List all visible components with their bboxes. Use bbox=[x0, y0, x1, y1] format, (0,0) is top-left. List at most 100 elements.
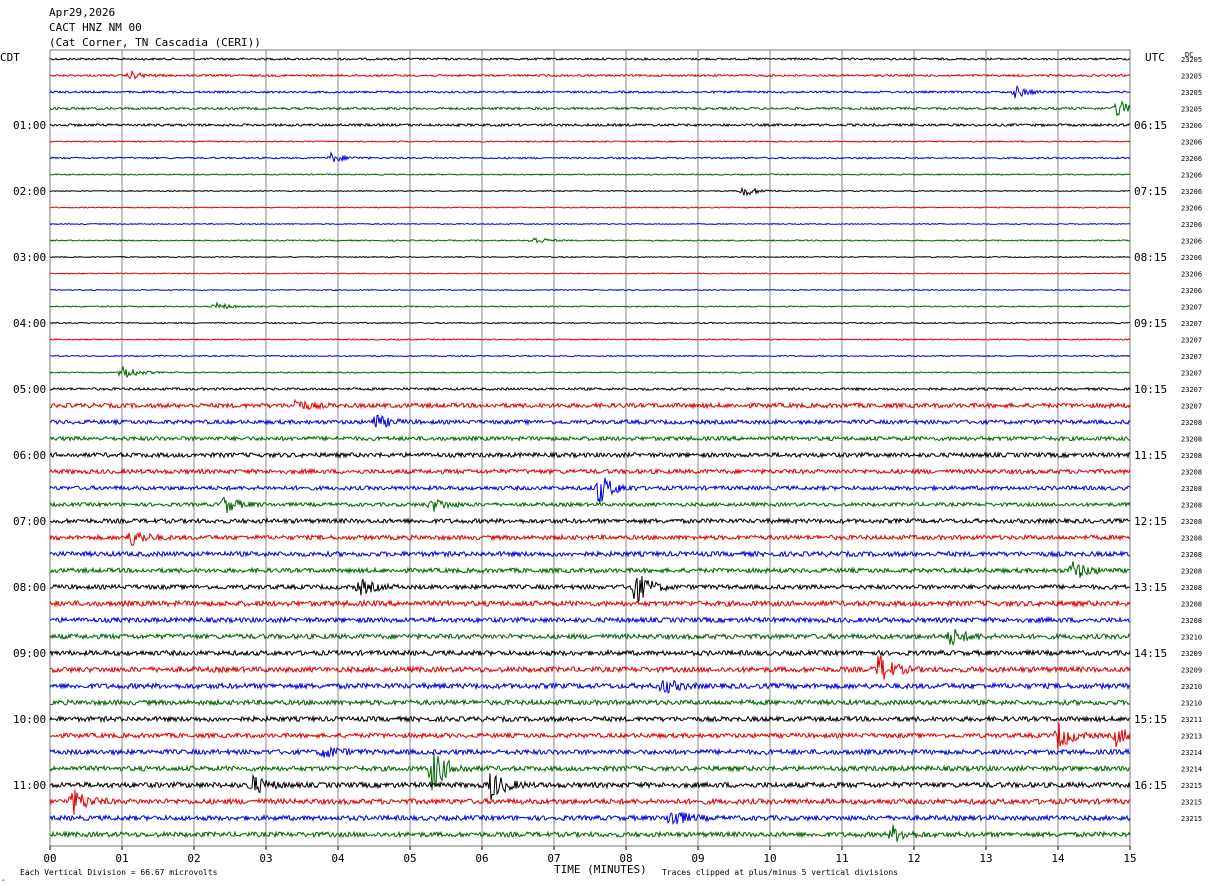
trace-line bbox=[49, 467, 1131, 476]
minute-tick-label: 04 bbox=[331, 852, 345, 865]
trace-line bbox=[49, 575, 1131, 604]
trace-line bbox=[49, 561, 1131, 578]
utc-hour-labels: 06:15 07:15 08:15 09:15 10:15 11:15 12:15 13:15… bbox=[1134, 119, 1167, 792]
station-label: CACT HNZ NM 00 bbox=[49, 21, 142, 34]
utc-hour-label: 07:15 bbox=[1134, 185, 1167, 198]
dc-offset-label: 23208 bbox=[1181, 551, 1202, 559]
trace-line bbox=[49, 288, 1131, 292]
cdt-hour-label: 04:00 bbox=[13, 317, 46, 330]
dc-offset-label: 23215 bbox=[1181, 782, 1202, 790]
trace-line bbox=[49, 237, 1130, 244]
cdt-hour-label: 08:00 bbox=[13, 581, 46, 594]
dc-offset-label: 23206 bbox=[1181, 271, 1202, 279]
cdt-hour-label: 07:00 bbox=[13, 515, 46, 528]
dc-offset-label: 23208 bbox=[1181, 485, 1202, 493]
trace-line bbox=[49, 321, 1131, 325]
cdt-hour-labels: 01:00 02:00 03:00 04:00 05:00 06:00 07:00 08:00… bbox=[13, 119, 46, 792]
trace-line bbox=[49, 598, 1131, 609]
utc-hour-label: 13:15 bbox=[1134, 581, 1167, 594]
minute-tick-label: 07 bbox=[547, 852, 560, 865]
minute-tick-label: 15 bbox=[1123, 852, 1136, 865]
cdt-hour-label: 05:00 bbox=[13, 383, 46, 396]
trace-line bbox=[49, 549, 1131, 559]
dc-offset-label: 23205 bbox=[1181, 89, 1202, 97]
trace-line bbox=[49, 272, 1131, 275]
trace-line bbox=[49, 648, 1131, 658]
trace-line bbox=[49, 824, 1131, 842]
dc-offset-label: 23215 bbox=[1181, 799, 1202, 807]
location-label: (Cat Corner, TN Cascadia (CERI)) bbox=[49, 36, 261, 49]
trace-line bbox=[49, 714, 1131, 724]
minute-tick-label: 01 bbox=[115, 852, 128, 865]
cdt-label: CDT bbox=[0, 51, 20, 64]
dc-offset-label: 23215 bbox=[1181, 815, 1202, 823]
corner-mark: ‸ bbox=[2, 872, 5, 881]
dc-offset-label: 23206 bbox=[1181, 155, 1202, 163]
trace-line bbox=[49, 222, 1131, 226]
minute-tick-label: 12 bbox=[907, 852, 920, 865]
cdt-hour-label: 10:00 bbox=[13, 713, 46, 726]
trace-line bbox=[49, 56, 1131, 61]
dc-offset-label: 23208 bbox=[1181, 452, 1202, 460]
trace-line bbox=[49, 206, 1131, 209]
plot-header: Apr29,2026 CACT HNZ NM 00 (Cat Corner, T… bbox=[49, 5, 261, 50]
dc-offset-label: 23208 bbox=[1181, 502, 1202, 510]
minute-tick-label: 11 bbox=[835, 852, 848, 865]
cdt-hour-label: 11:00 bbox=[13, 779, 46, 792]
trace-line bbox=[49, 386, 1131, 392]
trace-line bbox=[49, 338, 1131, 341]
dc-offset-label: 23208 bbox=[1181, 568, 1202, 576]
minute-tick-label: 08 bbox=[619, 852, 632, 865]
time-grid bbox=[49, 49, 1131, 847]
trace-line bbox=[49, 628, 1131, 646]
trace-line bbox=[49, 773, 1131, 801]
trace-line bbox=[49, 531, 1131, 546]
utc-label: UTC bbox=[1145, 51, 1165, 64]
dc-offset-label: 23207 bbox=[1181, 337, 1202, 345]
cdt-hour-label: 02:00 bbox=[13, 185, 46, 198]
utc-hour-label: 10:15 bbox=[1134, 383, 1167, 396]
dc-offset-label: 23209 bbox=[1181, 650, 1202, 658]
minute-tick-label: 06 bbox=[475, 852, 488, 865]
dc-offset-label: 23206 bbox=[1181, 188, 1202, 196]
trace-line bbox=[49, 100, 1131, 117]
dc-offset-label: 23206 bbox=[1181, 254, 1202, 262]
trace-line bbox=[49, 789, 1131, 815]
minute-tick-label: 13 bbox=[979, 852, 992, 865]
trace-line bbox=[49, 354, 1131, 358]
dc-offset-label: 23205 bbox=[1181, 73, 1202, 81]
trace-line bbox=[49, 722, 1131, 751]
date-label: Apr29,2026 bbox=[49, 6, 116, 19]
minute-tick-label: 02 bbox=[187, 852, 200, 865]
dc-offset-label: 23210 bbox=[1181, 683, 1202, 691]
minute-tick-label: 05 bbox=[403, 852, 416, 865]
dc-offset-label: 23208 bbox=[1181, 601, 1202, 609]
cdt-hour-label: 03:00 bbox=[13, 251, 46, 264]
dc-offset-label: 23213 bbox=[1181, 733, 1202, 741]
dc-offset-label: 23206 bbox=[1181, 122, 1202, 130]
utc-hour-label: 12:15 bbox=[1134, 515, 1167, 528]
utc-hour-label: 14:15 bbox=[1134, 647, 1167, 660]
dc-offset-label: 23209 bbox=[1181, 667, 1202, 675]
trace-line bbox=[49, 186, 1130, 197]
trace-line bbox=[49, 434, 1131, 443]
cdt-hour-label: 06:00 bbox=[13, 449, 46, 462]
utc-hour-label: 08:15 bbox=[1134, 251, 1167, 264]
dc-offset-label: 23206 bbox=[1181, 139, 1202, 147]
trace-line bbox=[49, 69, 1131, 80]
trace-line bbox=[49, 151, 1131, 163]
trace-line bbox=[49, 477, 1131, 504]
dc-offset-label: 23208 bbox=[1181, 584, 1202, 592]
trace-line bbox=[49, 84, 1130, 99]
minute-tick-labels: 00 01 02 03 04 05 06 07 08 09 10 11 12 13 14 15 bbox=[43, 846, 1137, 865]
minute-tick-label: 03 bbox=[259, 852, 272, 865]
trace-line bbox=[49, 698, 1131, 707]
utc-hour-label: 06:15 bbox=[1134, 119, 1167, 132]
dc-offset-label: 23208 bbox=[1181, 518, 1202, 526]
utc-hour-label: 11:15 bbox=[1134, 449, 1167, 462]
dc-offset-label: 23205 bbox=[1181, 56, 1202, 64]
dc-offset-label: 23208 bbox=[1181, 617, 1202, 625]
trace-line bbox=[49, 752, 1131, 791]
dc-offset-label: 23208 bbox=[1181, 535, 1202, 543]
